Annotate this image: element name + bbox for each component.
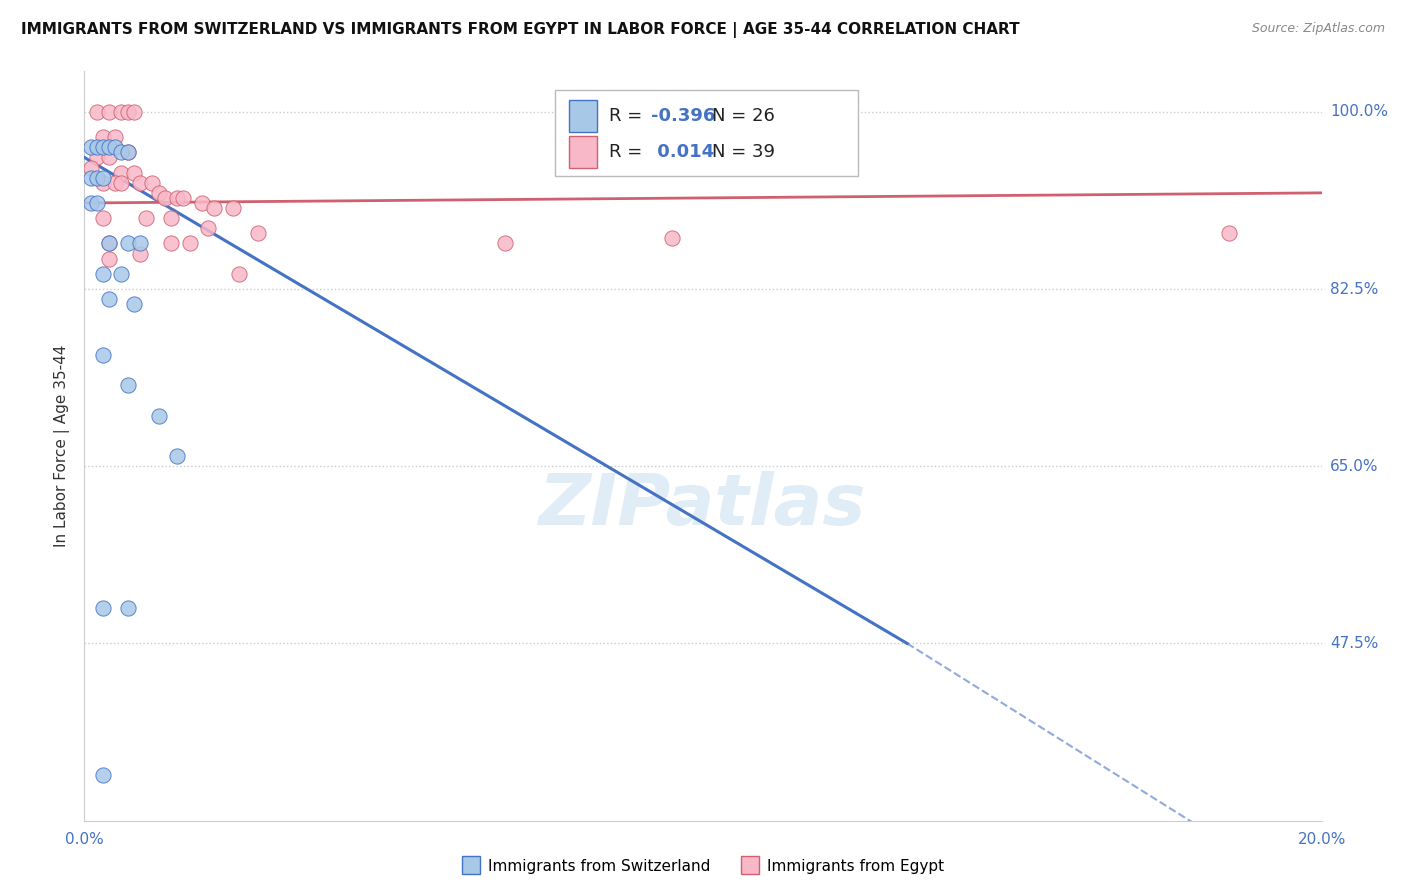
Text: 47.5%: 47.5% xyxy=(1330,636,1378,651)
Point xyxy=(104,140,127,154)
Point xyxy=(98,104,121,119)
Point xyxy=(661,231,683,245)
Point xyxy=(98,236,121,251)
FancyBboxPatch shape xyxy=(569,136,596,168)
Point xyxy=(79,170,101,185)
Point xyxy=(104,130,127,145)
Point xyxy=(122,104,145,119)
Point xyxy=(79,161,101,175)
Point xyxy=(98,252,121,266)
Text: 82.5%: 82.5% xyxy=(1330,282,1378,296)
Text: N = 39: N = 39 xyxy=(711,143,775,161)
Point xyxy=(160,236,183,251)
Point xyxy=(110,166,132,180)
Point xyxy=(202,201,225,215)
Point xyxy=(222,201,245,215)
Point xyxy=(110,267,132,281)
Point xyxy=(166,449,188,463)
Point xyxy=(104,176,127,190)
Point xyxy=(86,150,108,164)
Point xyxy=(122,297,145,311)
Point xyxy=(1218,227,1240,241)
Text: 65.0%: 65.0% xyxy=(1330,458,1378,474)
Point xyxy=(91,211,114,226)
FancyBboxPatch shape xyxy=(569,100,596,132)
Point xyxy=(98,292,121,306)
Point xyxy=(98,236,121,251)
Point xyxy=(91,267,114,281)
Point xyxy=(86,140,108,154)
Point xyxy=(246,227,269,241)
Point xyxy=(117,236,139,251)
Text: R =: R = xyxy=(609,107,648,125)
Point xyxy=(129,176,152,190)
Point xyxy=(191,196,214,211)
Point xyxy=(153,191,176,205)
Point xyxy=(91,348,114,362)
Y-axis label: In Labor Force | Age 35-44: In Labor Force | Age 35-44 xyxy=(55,345,70,547)
Point xyxy=(197,221,219,235)
Point xyxy=(98,150,121,164)
Point xyxy=(86,170,108,185)
Text: -0.396: -0.396 xyxy=(651,107,716,125)
Point xyxy=(79,140,101,154)
Point xyxy=(91,140,114,154)
Text: 0.014: 0.014 xyxy=(651,143,714,161)
FancyBboxPatch shape xyxy=(554,90,858,177)
Point xyxy=(166,191,188,205)
Text: 20.0%: 20.0% xyxy=(1298,831,1346,847)
Point xyxy=(117,145,139,160)
Point xyxy=(117,145,139,160)
Point xyxy=(117,104,139,119)
Text: 0.0%: 0.0% xyxy=(65,831,104,847)
Text: ZIPatlas: ZIPatlas xyxy=(540,472,866,541)
Point xyxy=(148,186,170,200)
Point xyxy=(86,104,108,119)
Point xyxy=(110,145,132,160)
Point xyxy=(141,176,163,190)
Point xyxy=(129,246,152,260)
Text: R =: R = xyxy=(609,143,648,161)
Point xyxy=(110,176,132,190)
Point xyxy=(91,176,114,190)
Point xyxy=(117,601,139,615)
Point xyxy=(79,196,101,211)
Point xyxy=(110,104,132,119)
Text: N = 26: N = 26 xyxy=(711,107,775,125)
Point xyxy=(160,211,183,226)
Point xyxy=(172,191,194,205)
Point xyxy=(179,236,201,251)
Point xyxy=(91,170,114,185)
Point xyxy=(86,196,108,211)
Point xyxy=(122,166,145,180)
Point xyxy=(129,236,152,251)
Text: 100.0%: 100.0% xyxy=(1330,104,1388,120)
Point xyxy=(148,409,170,423)
Point xyxy=(228,267,250,281)
Point xyxy=(91,130,114,145)
Text: Source: ZipAtlas.com: Source: ZipAtlas.com xyxy=(1251,22,1385,36)
Point xyxy=(494,236,516,251)
Point xyxy=(135,211,157,226)
Legend: Immigrants from Switzerland, Immigrants from Egypt: Immigrants from Switzerland, Immigrants … xyxy=(456,853,950,880)
Point xyxy=(91,768,114,782)
Point xyxy=(117,378,139,392)
Point xyxy=(98,140,121,154)
Point xyxy=(91,601,114,615)
Text: IMMIGRANTS FROM SWITZERLAND VS IMMIGRANTS FROM EGYPT IN LABOR FORCE | AGE 35-44 : IMMIGRANTS FROM SWITZERLAND VS IMMIGRANT… xyxy=(21,22,1019,38)
